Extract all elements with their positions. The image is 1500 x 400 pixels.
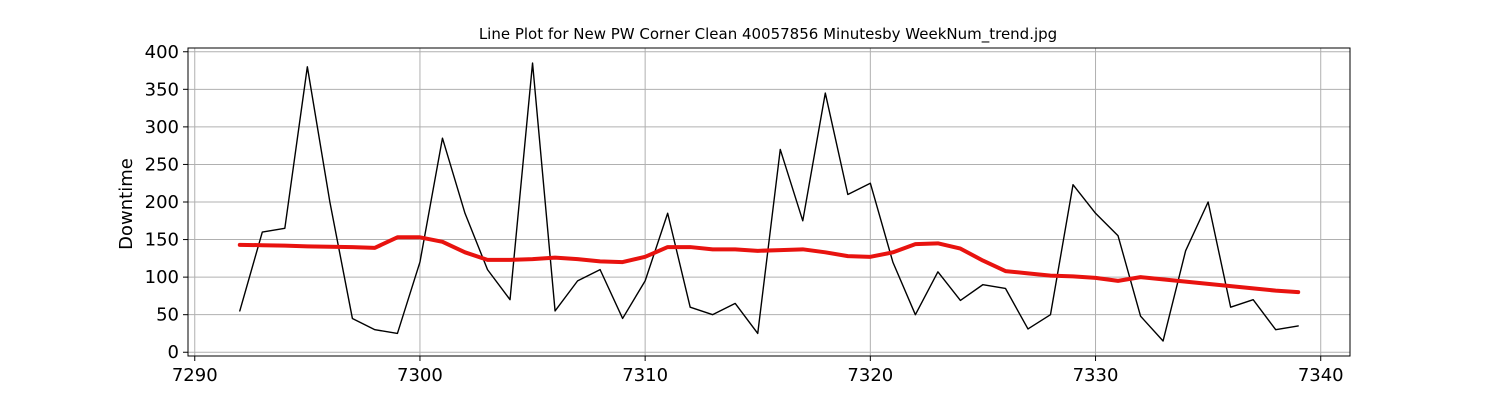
y-tick-label: 150 (145, 230, 179, 251)
ticks: 7290 7300 7310 7320 7330 7340 0 50 100 150 200 250 3… (145, 42, 1344, 386)
chart-title: Line Plot for New PW Corner Clean 400578… (479, 25, 1057, 44)
y-tick-label: 350 (145, 79, 179, 100)
x-tick-label: 7340 (1298, 365, 1344, 386)
series-group (237, 62, 1301, 342)
y-tick-label: 200 (145, 192, 179, 213)
y-tick-label: 300 (145, 117, 179, 138)
y-tick-label: 0 (168, 342, 179, 363)
trend-line (237, 235, 1301, 295)
x-tick-label: 7310 (622, 365, 668, 386)
y-tick-label: 100 (145, 267, 179, 288)
y-axis-label: Downtime (116, 158, 137, 250)
x-tick-label: 7320 (847, 365, 893, 386)
y-tick-label: 400 (145, 42, 179, 63)
x-tick-label: 7300 (397, 365, 443, 386)
y-tick-label: 50 (156, 305, 179, 326)
x-tick-label: 7330 (1073, 365, 1119, 386)
x-tick-label: 7290 (172, 365, 218, 386)
grid (188, 48, 1350, 356)
y-tick-label: 250 (145, 154, 179, 175)
downtime-line (239, 62, 1299, 342)
